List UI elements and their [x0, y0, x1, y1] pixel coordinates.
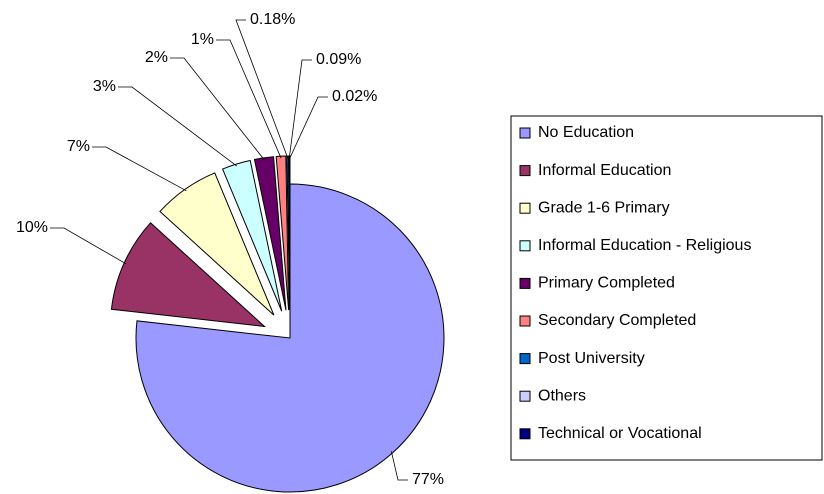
legend-label: Grade 1-6 Primary	[538, 199, 670, 216]
leader-line	[288, 59, 312, 159]
leader-line	[92, 146, 187, 192]
legend-label: Primary Completed	[538, 275, 675, 292]
legend-swatch	[519, 277, 531, 289]
legend-label: Secondary Completed	[538, 312, 696, 329]
pie-slice	[135, 183, 445, 493]
data-label: 10%	[16, 219, 48, 236]
data-label: 7%	[67, 138, 90, 155]
legend-swatch	[519, 315, 531, 327]
leader-line	[289, 96, 328, 159]
data-label: 0.09%	[316, 51, 361, 68]
leader-line	[170, 57, 265, 161]
legend-label: Informal Education	[538, 162, 671, 179]
legend-label: Others	[538, 387, 586, 404]
legend-swatch	[519, 240, 531, 252]
legend-swatch	[519, 127, 531, 139]
pie-slice	[159, 172, 275, 316]
data-label: 1%	[191, 31, 214, 48]
pie-slice	[221, 159, 283, 312]
legend-swatch	[519, 353, 531, 365]
leader-line	[118, 86, 238, 167]
pie-slice	[275, 155, 290, 311]
leader-line	[390, 451, 408, 481]
legend-label: Informal Education - Religious	[538, 237, 751, 254]
data-label: 0.18%	[250, 11, 295, 28]
legend-label: Post University	[538, 350, 645, 367]
leader-line	[50, 227, 127, 265]
data-label: 3%	[93, 78, 116, 95]
data-label: 77%	[412, 471, 444, 488]
pie-slice	[253, 156, 287, 311]
legend-swatch	[519, 428, 531, 440]
legend-swatch	[519, 390, 531, 402]
legend-label: No Education	[538, 124, 634, 141]
legend-label: Technical or Vocational	[538, 425, 702, 442]
data-label: 2%	[145, 49, 168, 66]
legend-box	[510, 115, 823, 461]
data-label: 0.02%	[332, 88, 377, 105]
legend-swatch	[519, 165, 531, 177]
leader-line	[235, 19, 289, 159]
legend-swatch	[519, 202, 531, 214]
leader-line	[216, 39, 282, 159]
